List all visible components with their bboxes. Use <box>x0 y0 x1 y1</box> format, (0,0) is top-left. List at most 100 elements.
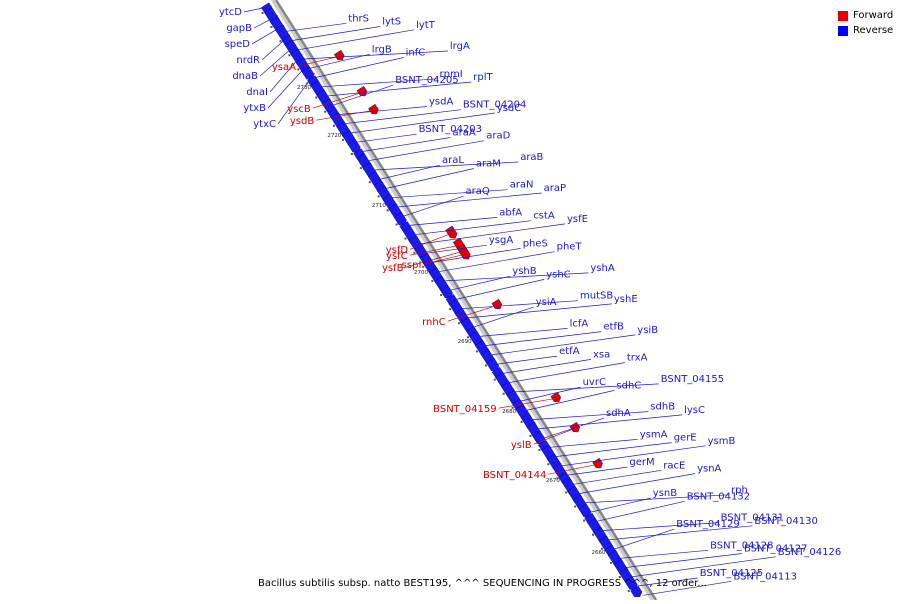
leader-line <box>303 50 448 60</box>
reverse-gene-label[interactable]: ytxB <box>243 103 266 114</box>
reverse-gene-label[interactable]: abfA <box>499 207 522 218</box>
reverse-gene-label[interactable]: gerM <box>629 457 654 468</box>
forward-gene-label[interactable]: ysdB <box>290 116 314 127</box>
reverse-gene-label[interactable]: ysfE <box>567 214 588 225</box>
reverse-gene-label[interactable]: BSNT_04130 <box>754 516 817 527</box>
reverse-gene-label[interactable]: thrS <box>348 13 369 24</box>
reverse-gene-label[interactable]: pheS <box>523 238 548 249</box>
reverse-gene-label[interactable]: nrdR <box>236 55 260 66</box>
reverse-gene-label[interactable]: gapB <box>226 23 252 34</box>
reverse-gene-label[interactable]: sdhA <box>606 408 631 419</box>
leader-line <box>479 328 568 337</box>
reverse-gene-label[interactable]: rpmI <box>440 69 463 80</box>
reverse-gene-label[interactable]: araA <box>453 128 476 139</box>
reverse-gene-label[interactable]: araB <box>520 152 543 163</box>
reverse-gene-label[interactable]: ysiA <box>536 297 557 308</box>
reverse-gene-label[interactable]: BSNT_04205 <box>395 75 458 86</box>
reverse-gene-label[interactable]: ysmA <box>640 429 668 440</box>
reverse-gene-label[interactable]: BSNT_04125 <box>700 568 763 579</box>
reverse-gene-label[interactable]: ysnB <box>653 488 677 499</box>
leader-line <box>312 91 363 109</box>
reverse-gene-label[interactable]: BSNT_04131 <box>721 513 784 524</box>
forward-feature-arrow[interactable] <box>333 49 345 61</box>
legend-reverse[interactable]: Reverse <box>838 23 893 38</box>
reverse-gene-label[interactable]: yshC <box>546 269 570 280</box>
reverse-gene-label[interactable]: araM <box>476 159 501 170</box>
reverse-gene-label[interactable]: dnaI <box>246 87 268 98</box>
forward-gene-label[interactable]: BSNT_04144 <box>483 470 546 481</box>
reverse-gene-label[interactable]: ysdC <box>497 103 521 114</box>
forward-feature-arrow[interactable] <box>491 298 503 310</box>
reverse-gene-label[interactable]: sdhB <box>650 402 675 413</box>
reverse-gene-label[interactable]: rph <box>731 485 748 496</box>
reverse-gene-label[interactable]: lrgB <box>372 44 392 55</box>
reverse-gene-label[interactable]: uvrC <box>583 377 606 388</box>
reverse-gene-label[interactable]: ysiB <box>637 325 658 336</box>
reverse-gene-label[interactable]: araL <box>442 155 464 166</box>
reverse-gene-label[interactable]: araN <box>510 180 534 191</box>
reverse-gene-label[interactable]: dnaB <box>232 71 258 82</box>
reverse-gene-label[interactable]: pheT <box>557 242 583 253</box>
forward-feature-arrow[interactable] <box>569 421 581 433</box>
reverse-gene-label[interactable]: rplT <box>473 72 493 83</box>
reverse-gene-label[interactable]: yshA <box>590 263 614 274</box>
reverse-gene-label[interactable]: infC <box>406 48 426 59</box>
forward-gene-label[interactable]: rnhC <box>422 317 446 328</box>
reverse-gene-label[interactable]: araP <box>544 183 566 194</box>
reverse-gene-label[interactable]: yshE <box>614 294 638 305</box>
forward-gene-label[interactable]: ysfD <box>386 245 409 256</box>
reverse-gene-label[interactable]: sdhC <box>616 380 641 391</box>
forward-gene-label[interactable]: BSNT_04159 <box>433 404 496 415</box>
forward-feature-arrow[interactable] <box>592 457 603 469</box>
reverse-gene-label[interactable]: etfB <box>603 322 624 333</box>
reverse-gene-label[interactable]: xsa <box>593 349 610 360</box>
reverse-gene-label[interactable]: gerE <box>674 433 697 444</box>
forward-feature-arrow[interactable] <box>445 225 458 239</box>
reverse-gene-label[interactable]: mutSB <box>580 291 613 302</box>
reverse-gene-label[interactable]: etfA <box>559 346 580 357</box>
reverse-gene-label[interactable]: araQ <box>466 186 490 197</box>
reverse-gene-label[interactable]: lcfA <box>570 318 589 329</box>
reverse-gene-label[interactable]: BSNT_04203 <box>419 124 482 135</box>
reverse-gene-label[interactable]: ysmB <box>708 436 736 447</box>
reverse-gene-label[interactable]: BSNT_04204 <box>463 100 526 111</box>
scale-tick-label: 2730 kbp <box>297 85 323 91</box>
reverse-gene-label[interactable]: lysC <box>684 405 705 416</box>
reverse-gene-label[interactable]: BSNT_04128 <box>710 540 773 551</box>
reverse-gene-label[interactable]: BSNT_04127 <box>744 544 807 555</box>
reverse-gene-label[interactable]: lrgA <box>450 41 470 52</box>
reverse-gene-label[interactable]: BSNT_04113 <box>734 571 797 582</box>
leader-line <box>573 469 662 485</box>
reverse-gene-label[interactable]: BSNT_04126 <box>778 547 841 558</box>
reverse-gene-label[interactable]: yshB <box>512 266 536 277</box>
reverse-gene-label[interactable]: ysdA <box>429 97 453 108</box>
forward-feature-arrow[interactable] <box>368 103 379 115</box>
reverse-feature-arrow[interactable] <box>630 585 643 598</box>
strand-dot <box>565 491 568 494</box>
reverse-gene-label[interactable]: ysnA <box>697 464 721 475</box>
reverse-gene-label[interactable]: BSNT_04155 <box>661 374 724 385</box>
reverse-gene-label[interactable]: ytcD <box>219 7 242 18</box>
reverse-gene-label[interactable]: araD <box>486 131 510 142</box>
reverse-gene-label[interactable]: lytT <box>416 20 436 31</box>
reverse-gene-label[interactable]: racE <box>663 460 685 471</box>
strand-dot <box>484 364 487 367</box>
reverse-gene-label[interactable]: ytxC <box>253 119 276 130</box>
reverse-gene-label[interactable]: trxA <box>627 353 648 364</box>
forward-gene-label[interactable]: yslB <box>511 440 532 451</box>
reverse-gene-label[interactable]: BSNT_04132 <box>687 491 750 502</box>
strand-dot <box>315 96 318 99</box>
reverse-gene-label[interactable]: BSNT_04129 <box>676 519 739 530</box>
forward-gene-label[interactable]: yscB <box>287 104 311 115</box>
forward-gene-label[interactable]: ysaA <box>272 62 296 73</box>
reverse-gene-label[interactable]: speD <box>225 39 251 50</box>
forward-gene-label[interactable]: ysfB <box>382 263 404 274</box>
reverse-gene-label[interactable]: cstA <box>533 211 555 222</box>
reverse-gene-label[interactable]: ysgA <box>489 235 513 246</box>
legend-forward[interactable]: Forward <box>838 8 893 23</box>
reverse-gene-label[interactable]: lytS <box>382 17 401 28</box>
forward-gene-label[interactable]: ysfC <box>386 251 408 262</box>
forward-gene-label[interactable]: sspI <box>402 260 422 271</box>
